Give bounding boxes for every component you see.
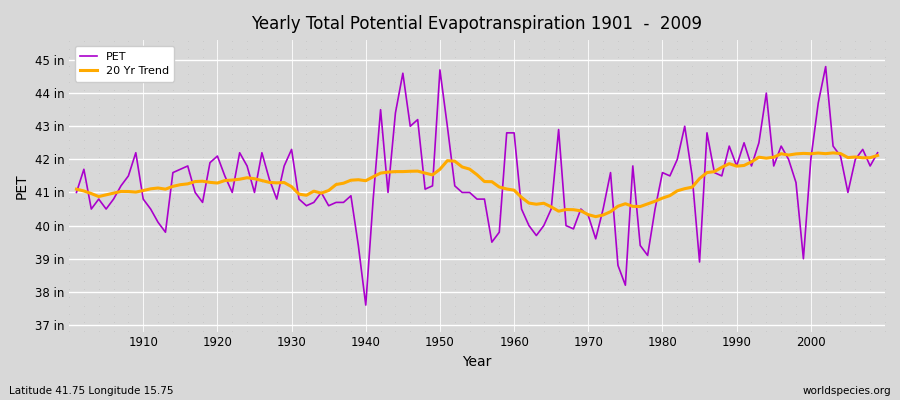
20 Yr Trend: [590, 214, 601, 219]
20 Yr Trend: [130, 190, 141, 194]
Text: Latitude 41.75 Longitude 15.75: Latitude 41.75 Longitude 15.75: [9, 386, 174, 396]
20 Yr Trend: [338, 181, 349, 186]
Line: 20 Yr Trend: 20 Yr Trend: [76, 153, 878, 217]
PET: [872, 150, 883, 155]
PET: [130, 150, 141, 155]
20 Yr Trend: [508, 188, 519, 192]
Line: PET: PET: [76, 67, 878, 305]
20 Yr Trend: [293, 192, 304, 196]
Text: worldspecies.org: worldspecies.org: [803, 386, 891, 396]
20 Yr Trend: [71, 187, 82, 192]
PET: [605, 170, 616, 175]
20 Yr Trend: [828, 150, 839, 155]
PET: [71, 190, 82, 195]
20 Yr Trend: [872, 153, 883, 158]
Title: Yearly Total Potential Evapotranspiration 1901  -  2009: Yearly Total Potential Evapotranspiratio…: [251, 15, 703, 33]
PET: [820, 64, 831, 69]
20 Yr Trend: [605, 209, 616, 214]
PET: [508, 130, 519, 135]
PET: [293, 197, 304, 202]
PET: [516, 207, 526, 212]
20 Yr Trend: [501, 186, 512, 191]
PET: [338, 200, 349, 205]
Legend: PET, 20 Yr Trend: PET, 20 Yr Trend: [75, 46, 175, 82]
Y-axis label: PET: PET: [15, 173, 29, 199]
X-axis label: Year: Year: [463, 355, 491, 369]
PET: [360, 303, 371, 308]
